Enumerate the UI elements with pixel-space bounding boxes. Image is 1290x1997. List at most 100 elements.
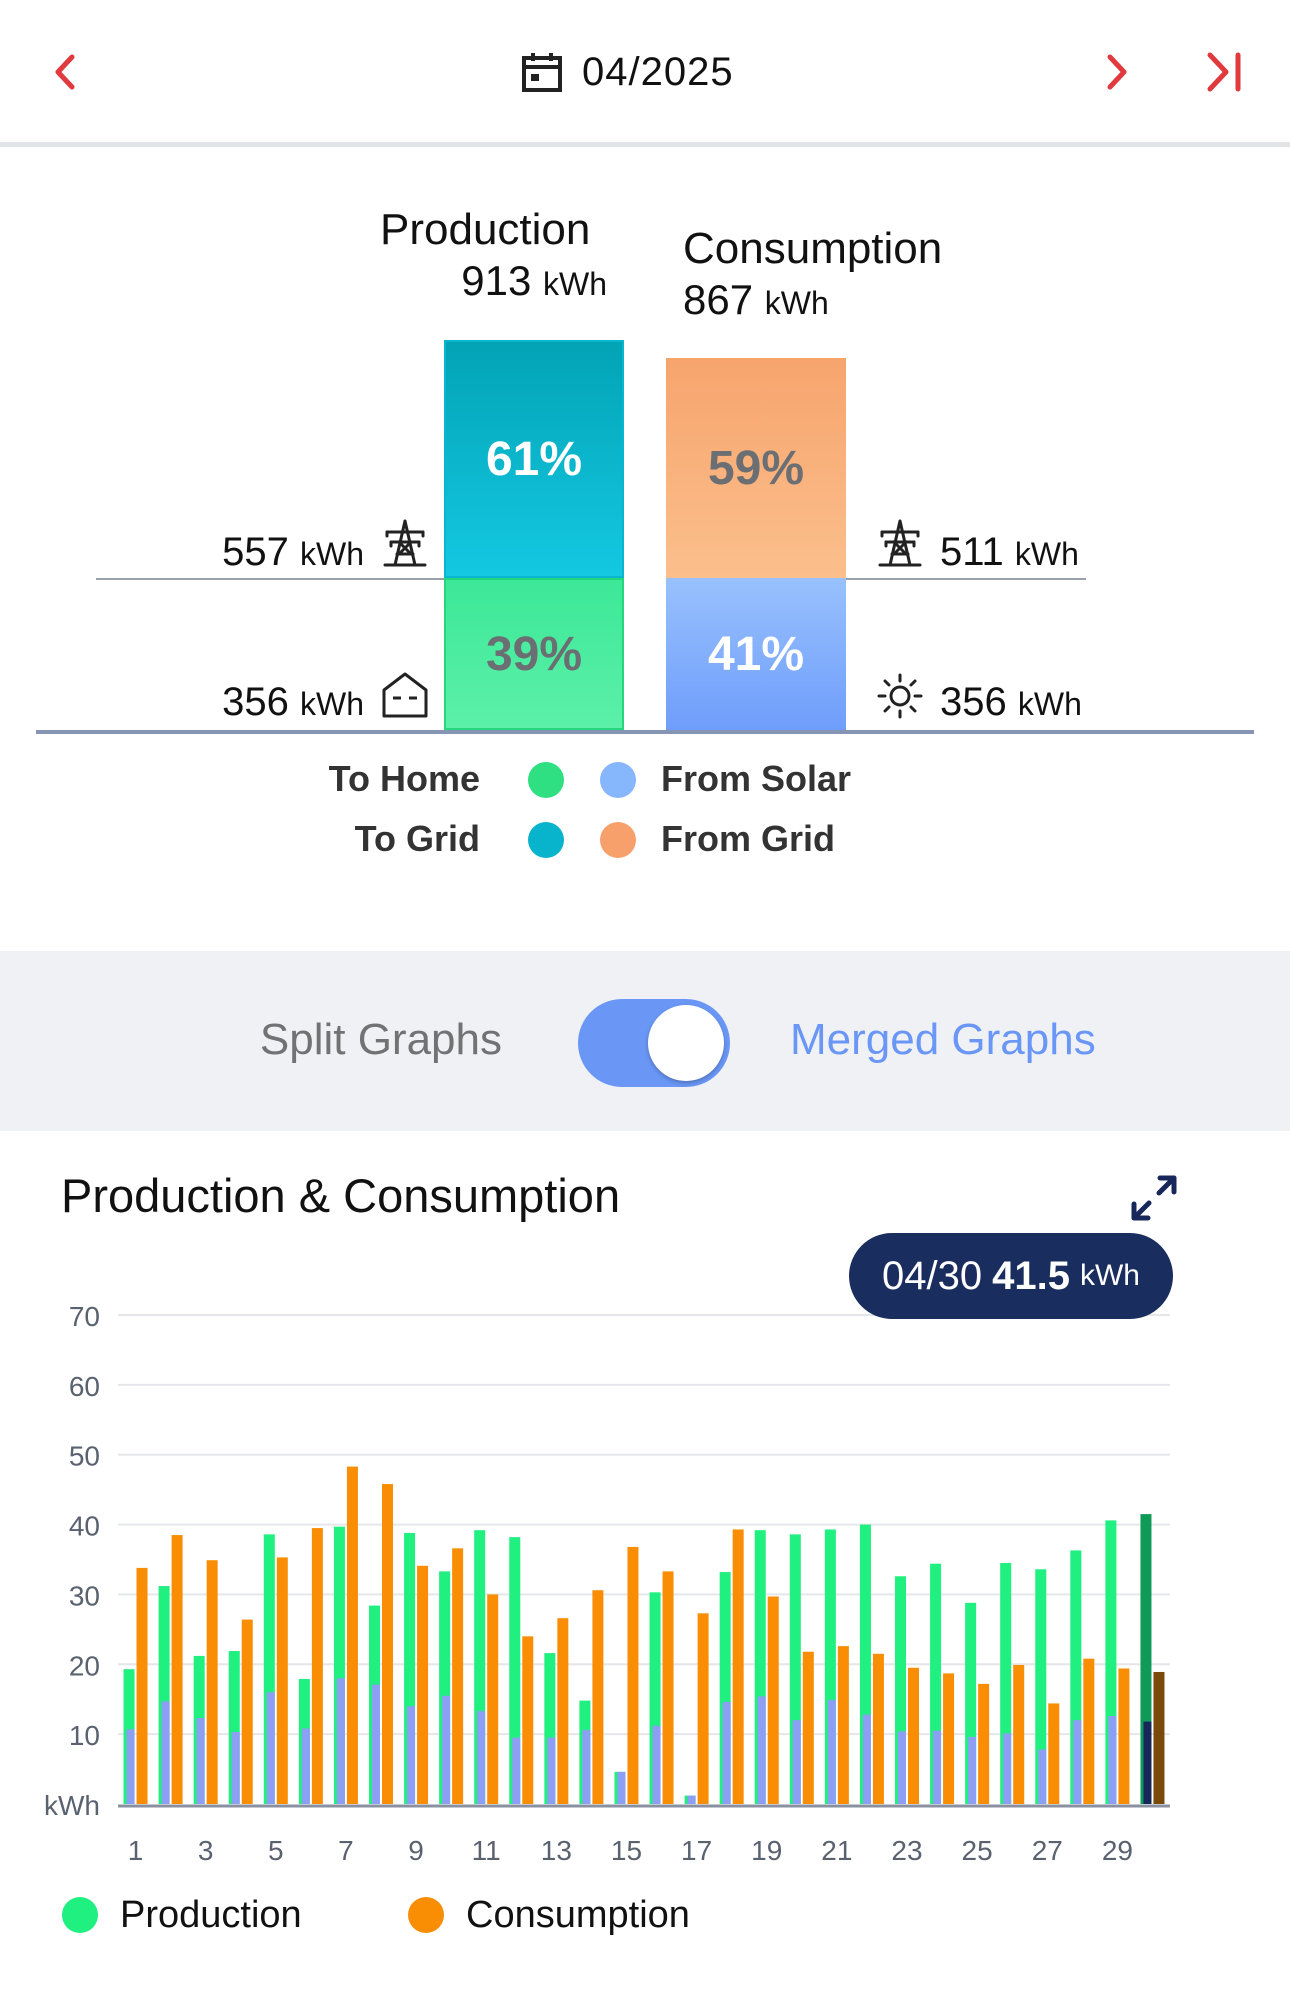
- consumption-bar-day-19[interactable]: [767, 1596, 779, 1804]
- production-bar-day-11[interactable]: [474, 1530, 486, 1804]
- solar-self-use-bar-day-22[interactable]: [862, 1714, 871, 1804]
- consumption-bar-day-15[interactable]: [627, 1546, 639, 1804]
- consumption-total-unit: kWh: [764, 285, 829, 321]
- consumption-bar-day-14[interactable]: [592, 1590, 604, 1804]
- production-bar-day-24[interactable]: [930, 1563, 942, 1804]
- chart-bars[interactable]: [123, 1466, 1165, 1804]
- expand-icon[interactable]: [1128, 1172, 1180, 1224]
- next-month-button[interactable]: [1084, 40, 1148, 104]
- production-to-home-segment[interactable]: 39%: [444, 578, 624, 730]
- solar-self-use-bar-day-6[interactable]: [301, 1728, 310, 1804]
- production-bar-day-5[interactable]: [263, 1534, 275, 1804]
- production-bar-day-26[interactable]: [1000, 1562, 1012, 1804]
- consumption-bar-day-24[interactable]: [943, 1673, 955, 1804]
- production-bar-day-4[interactable]: [228, 1651, 240, 1804]
- solar-self-use-bar-day-9[interactable]: [407, 1706, 416, 1804]
- consumption-bar-day-4[interactable]: [241, 1619, 253, 1804]
- consumption-bar-day-7[interactable]: [346, 1466, 358, 1804]
- production-bar-day-2[interactable]: [158, 1586, 170, 1804]
- solar-self-use-bar-day-7[interactable]: [336, 1678, 345, 1804]
- solar-self-use-bar-day-15[interactable]: [617, 1771, 626, 1804]
- solar-self-use-bar-day-24[interactable]: [933, 1730, 942, 1804]
- solar-self-use-bar-day-2[interactable]: [161, 1701, 170, 1804]
- merged-graphs-label[interactable]: Merged Graphs: [790, 1015, 1096, 1064]
- production-bar-day-28[interactable]: [1070, 1550, 1082, 1804]
- solar-self-use-bar-day-26[interactable]: [1003, 1733, 1012, 1804]
- solar-self-use-bar-day-20[interactable]: [792, 1720, 801, 1804]
- solar-self-use-bar-day-8[interactable]: [372, 1684, 380, 1804]
- solar-self-use-bar-day-10[interactable]: [442, 1695, 451, 1804]
- consumption-bar-day-12[interactable]: [522, 1636, 534, 1804]
- production-bar-day-21[interactable]: [824, 1529, 836, 1804]
- solar-self-use-bar-day-29[interactable]: [1108, 1715, 1117, 1804]
- solar-self-use-bar-day-5[interactable]: [266, 1692, 275, 1804]
- solar-self-use-bar-day-14[interactable]: [582, 1729, 591, 1804]
- solar-self-use-bar-day-23[interactable]: [898, 1731, 906, 1804]
- production-bar-day-13[interactable]: [544, 1653, 556, 1804]
- consumption-bar-day-23[interactable]: [908, 1667, 919, 1804]
- production-bar-day-10[interactable]: [439, 1571, 451, 1804]
- consumption-from-solar-segment[interactable]: 41%: [666, 578, 846, 730]
- solar-self-use-bar-day-11[interactable]: [477, 1711, 486, 1804]
- solar-self-use-bar-day-16[interactable]: [652, 1725, 661, 1804]
- split-graphs-label[interactable]: Split Graphs: [259, 1015, 502, 1064]
- production-bar-day-18[interactable]: [719, 1572, 731, 1804]
- solar-self-use-bar-day-13[interactable]: [547, 1737, 556, 1804]
- consumption-from-grid-segment[interactable]: 59%: [666, 358, 846, 578]
- legend-to-home-dot: [528, 762, 564, 798]
- solar-self-use-bar-day-25[interactable]: [968, 1736, 977, 1804]
- date-picker[interactable]: 04/2025: [520, 44, 734, 100]
- production-bar-day-22[interactable]: [859, 1524, 871, 1804]
- production-bar-day-16[interactable]: [649, 1592, 661, 1804]
- graph-mode-toggle[interactable]: [578, 999, 730, 1087]
- consumption-bar-day-1[interactable]: [136, 1567, 148, 1804]
- consumption-bar-day-25[interactable]: [978, 1683, 990, 1804]
- consumption-bar-day-22[interactable]: [872, 1653, 884, 1804]
- production-bar-day-23[interactable]: [895, 1576, 906, 1804]
- production-bar-day-27[interactable]: [1035, 1569, 1047, 1804]
- production-bar-day-25[interactable]: [965, 1602, 977, 1804]
- solar-self-use-bar-day-28[interactable]: [1073, 1720, 1082, 1804]
- left-divider-line: [96, 578, 444, 580]
- consumption-bar-day-3[interactable]: [206, 1560, 218, 1804]
- solar-self-use-bar-day-21[interactable]: [827, 1699, 836, 1804]
- solar-self-use-bar-day-17[interactable]: [687, 1795, 696, 1804]
- consumption-bar-day-26[interactable]: [1013, 1664, 1025, 1804]
- consumption-bar-day-16[interactable]: [662, 1571, 674, 1804]
- consumption-bar-day-11[interactable]: [487, 1594, 499, 1804]
- previous-month-button[interactable]: [34, 40, 98, 104]
- production-bar-day-7[interactable]: [333, 1526, 345, 1804]
- consumption-bar-day-18[interactable]: [732, 1529, 744, 1804]
- production-bar-day-30[interactable]: [1140, 1514, 1152, 1804]
- consumption-bar-day-21[interactable]: [837, 1646, 849, 1804]
- solar-self-use-bar-day-4[interactable]: [231, 1732, 240, 1804]
- production-bar-day-9[interactable]: [404, 1532, 416, 1804]
- consumption-bar-day-27[interactable]: [1048, 1703, 1060, 1804]
- production-bar-day-19[interactable]: [754, 1530, 766, 1804]
- solar-self-use-bar-day-3[interactable]: [196, 1718, 205, 1804]
- consumption-bar-day-5[interactable]: [276, 1557, 288, 1804]
- production-bar-day-29[interactable]: [1105, 1520, 1117, 1804]
- consumption-bar-day-6[interactable]: [311, 1528, 323, 1804]
- consumption-bar-day-2[interactable]: [171, 1535, 183, 1804]
- consumption-bar-day-13[interactable]: [557, 1618, 569, 1804]
- latest-month-button[interactable]: [1192, 40, 1256, 104]
- solar-self-use-bar-day-12[interactable]: [512, 1737, 521, 1804]
- consumption-bar-day-30[interactable]: [1153, 1671, 1165, 1804]
- solar-self-use-bar-day-27[interactable]: [1038, 1749, 1047, 1804]
- consumption-bar-day-28[interactable]: [1083, 1658, 1095, 1804]
- production-to-grid-segment[interactable]: 61%: [444, 340, 624, 578]
- solar-self-use-bar-day-18[interactable]: [722, 1702, 731, 1804]
- solar-self-use-bar-day-19[interactable]: [757, 1696, 766, 1804]
- consumption-bar-day-29[interactable]: [1118, 1668, 1130, 1804]
- solar-self-use-bar-day-1[interactable]: [126, 1729, 135, 1804]
- solar-self-use-bar-day-30[interactable]: [1143, 1721, 1152, 1804]
- consumption-bar-day-17[interactable]: [697, 1613, 709, 1804]
- consumption-bar-day-9[interactable]: [417, 1565, 429, 1804]
- consumption-bar-day-10[interactable]: [452, 1548, 464, 1804]
- production-bar-day-12[interactable]: [509, 1537, 521, 1804]
- production-bar-day-20[interactable]: [789, 1534, 801, 1804]
- consumption-bar-day-20[interactable]: [802, 1651, 814, 1804]
- consumption-bar-day-8[interactable]: [382, 1484, 393, 1804]
